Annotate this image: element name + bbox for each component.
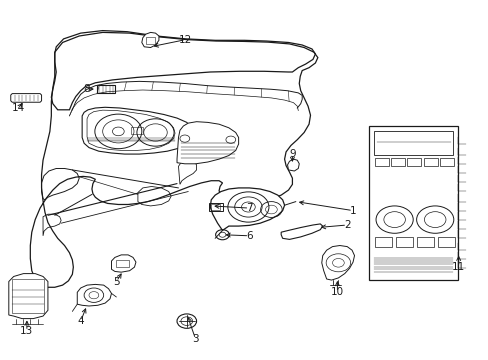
Polygon shape (77, 284, 111, 306)
Bar (209, 203, 223, 211)
Text: 9: 9 (288, 149, 295, 159)
Polygon shape (142, 32, 159, 48)
Polygon shape (177, 122, 238, 164)
Polygon shape (210, 188, 284, 230)
Bar (368, 126, 457, 280)
Bar (211, 204, 220, 210)
Text: 11: 11 (451, 262, 465, 272)
Text: 5: 5 (113, 276, 120, 287)
Text: 8: 8 (83, 84, 90, 94)
Bar (131, 127, 143, 134)
Polygon shape (11, 94, 41, 102)
Polygon shape (287, 159, 299, 171)
Text: 2: 2 (343, 220, 350, 230)
Text: 1: 1 (349, 206, 356, 216)
Bar (423, 158, 437, 166)
Polygon shape (281, 224, 322, 239)
Bar (395, 237, 412, 247)
Bar (97, 85, 115, 93)
Bar (390, 158, 404, 166)
Bar (145, 37, 154, 44)
Text: 12: 12 (179, 35, 192, 45)
Bar (116, 260, 128, 267)
Bar (416, 237, 433, 247)
Polygon shape (321, 246, 354, 280)
Polygon shape (82, 107, 193, 154)
Bar (12, 279, 44, 313)
Polygon shape (111, 255, 136, 272)
Bar (374, 237, 391, 247)
Text: 13: 13 (20, 326, 34, 336)
Text: 10: 10 (330, 287, 343, 297)
Bar (373, 131, 452, 155)
Bar (407, 158, 420, 166)
Polygon shape (9, 274, 48, 319)
Text: 14: 14 (12, 103, 25, 113)
Text: 3: 3 (192, 334, 199, 344)
Bar (374, 158, 388, 166)
Text: 6: 6 (245, 231, 252, 241)
Bar (437, 237, 454, 247)
Text: 4: 4 (77, 316, 84, 326)
Bar (439, 158, 453, 166)
Text: 7: 7 (245, 203, 252, 213)
